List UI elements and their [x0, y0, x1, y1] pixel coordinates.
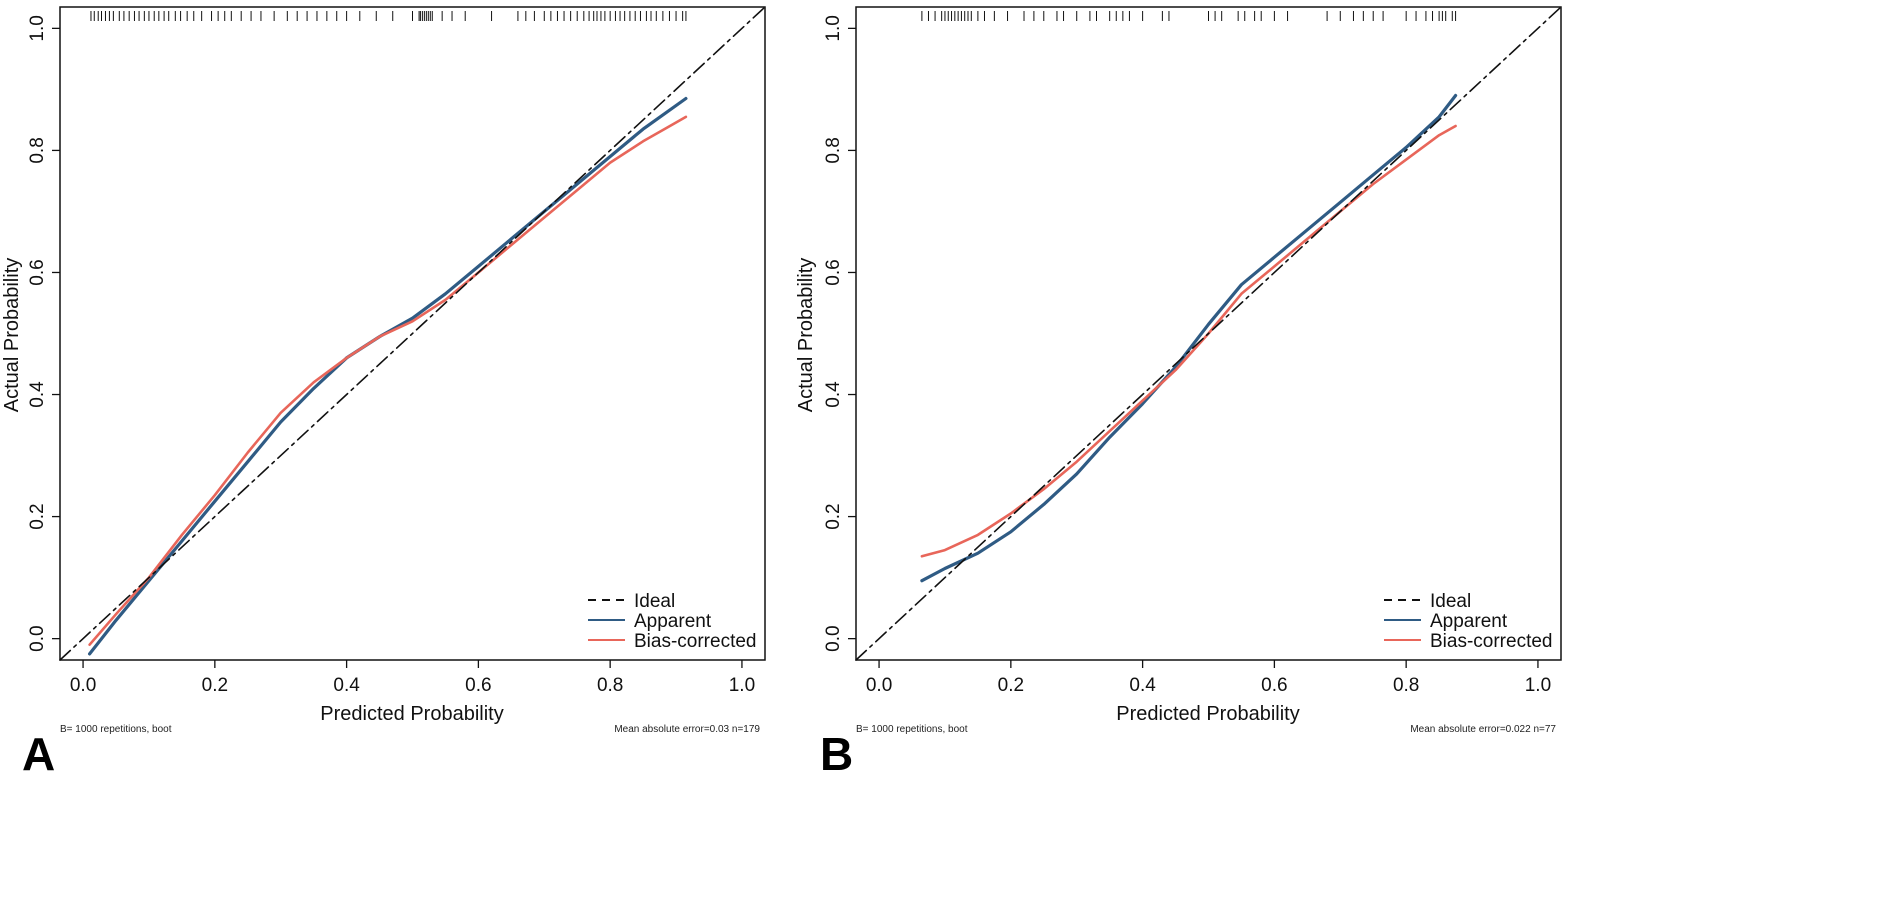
x-tick-label-b-1: 0.2 [998, 675, 1024, 696]
rug-plot-b [921, 11, 1457, 21]
x-tick-label-b-5: 1.0 [1525, 675, 1551, 696]
footnote-left-a: B= 1000 repetitions, boot [60, 724, 172, 735]
x-tick-label-b-0: 0.0 [866, 675, 892, 696]
y-tick-label-a-2: 0.4 [27, 381, 48, 408]
series-apparent-b [920, 93, 1458, 583]
plot-frame-a [59, 6, 766, 661]
x-tick-label-a-1: 0.2 [202, 675, 228, 696]
panel-b: 0.0 0.2 0.4 0.6 0.8 1.0 0.0 0.2 0.4 0.6 0.8 1.0 Pr… [795, 6, 1562, 780]
y-axis-b: 0.0 0.2 0.4 0.6 0.8 1.0 [823, 15, 856, 652]
plot-frame-b [855, 6, 1562, 661]
series-bias-corrected-a [88, 115, 688, 647]
y-tick-label-a-3: 0.6 [27, 259, 48, 285]
y-tick-label-a-4: 0.8 [27, 137, 48, 163]
x-tick-label-a-3: 0.6 [465, 675, 491, 696]
legend-label-ideal-b: Ideal [1430, 591, 1471, 612]
y-axis-title-a: Actual Probability [1, 258, 23, 413]
x-tick-label-b-2: 0.4 [1129, 675, 1156, 696]
y-tick-label-b-3: 0.6 [823, 259, 844, 285]
series-lines-b [855, 6, 1562, 661]
series-apparent-a [87, 96, 688, 656]
y-tick-label-b-2: 0.4 [823, 381, 844, 408]
y-tick-label-b-5: 1.0 [823, 15, 844, 41]
legend-label-apparent-b: Apparent [1430, 611, 1508, 632]
y-tick-label-b-1: 0.2 [823, 503, 844, 529]
y-axis-a: 0.0 0.2 0.4 0.6 0.8 1.0 [27, 15, 60, 652]
panel-label-a: A [22, 728, 55, 780]
x-tick-label-a-4: 0.8 [597, 675, 623, 696]
legend-b: Ideal Apparent Bias-corrected [1384, 591, 1553, 652]
y-tick-label-b-4: 0.8 [823, 137, 844, 163]
series-bias-corrected-b [920, 124, 1457, 558]
x-axis-a: 0.0 0.2 0.4 0.6 0.8 1.0 [70, 660, 755, 696]
footnote-right-a: Mean absolute error=0.03 n=179 [614, 724, 760, 735]
panel-a: 0.0 0.2 0.4 0.6 0.8 1.0 0.0 0.2 0.4 0.6 0.8 1.0 Pr… [1, 6, 766, 780]
legend-label-apparent-a: Apparent [634, 611, 712, 632]
footnote-right-b: Mean absolute error=0.022 n=77 [1410, 724, 1556, 735]
series-ideal-b [855, 6, 1562, 661]
x-tick-label-a-2: 0.4 [333, 675, 360, 696]
series-lines-a [59, 6, 766, 661]
legend-label-bias-b: Bias-corrected [1430, 631, 1553, 652]
y-tick-label-a-1: 0.2 [27, 503, 48, 529]
x-tick-label-a-5: 1.0 [729, 675, 755, 696]
y-tick-label-a-5: 1.0 [27, 15, 48, 41]
legend-label-ideal-a: Ideal [634, 591, 675, 612]
legend-a: Ideal Apparent Bias-corrected [588, 591, 757, 652]
x-tick-label-a-0: 0.0 [70, 675, 96, 696]
y-tick-label-a-0: 0.0 [27, 625, 48, 651]
footnote-left-b: B= 1000 repetitions, boot [856, 724, 968, 735]
x-axis-title-b: Predicted Probability [1116, 703, 1299, 725]
x-axis-b: 0.0 0.2 0.4 0.6 0.8 1.0 [866, 660, 1551, 696]
y-tick-label-b-0: 0.0 [823, 625, 844, 651]
panel-label-b: B [820, 728, 853, 780]
legend-label-bias-a: Bias-corrected [634, 631, 757, 652]
x-tick-label-b-3: 0.6 [1261, 675, 1287, 696]
series-ideal-a [59, 6, 766, 661]
x-axis-title-a: Predicted Probability [320, 703, 503, 725]
y-axis-title-b: Actual Probability [795, 258, 817, 413]
rug-plot-a [90, 11, 687, 21]
x-tick-label-b-4: 0.8 [1393, 675, 1419, 696]
